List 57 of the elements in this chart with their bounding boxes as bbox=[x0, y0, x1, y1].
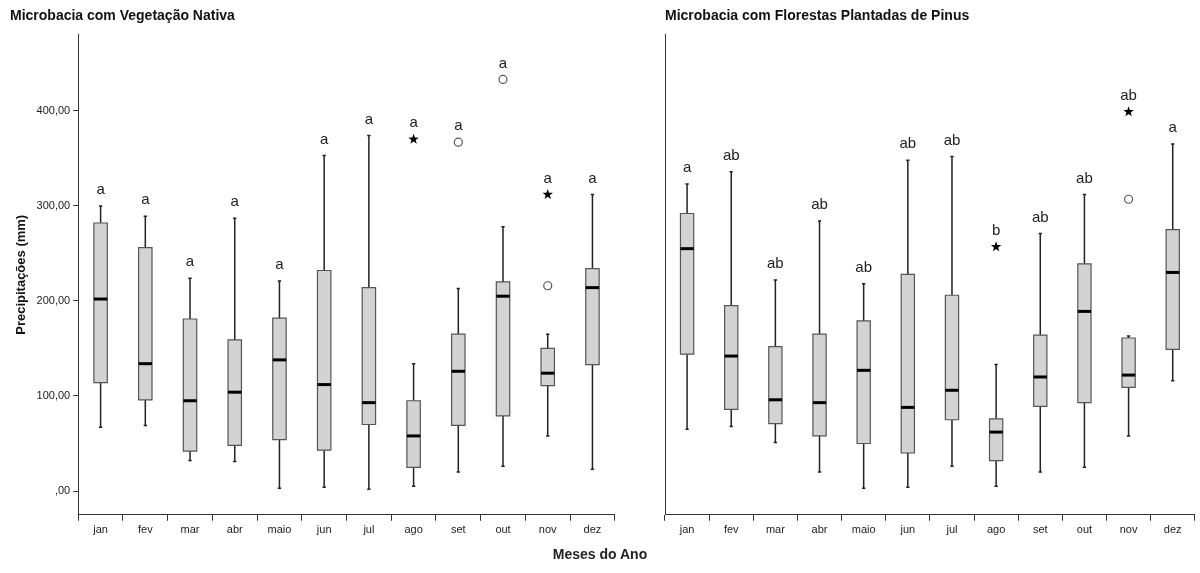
x-tick-label: jun bbox=[899, 523, 916, 536]
x-tick-label: jun bbox=[315, 523, 332, 536]
x-tick-label: abr bbox=[811, 523, 828, 536]
x-tick-label: abr bbox=[226, 523, 244, 536]
annotation: a bbox=[96, 180, 106, 198]
annotation: a bbox=[319, 129, 329, 147]
x-tick-label: jul bbox=[362, 523, 375, 536]
annotation: a bbox=[588, 168, 598, 186]
chart-title: Microbacia com Florestas Plantadas de Pinus bbox=[665, 7, 970, 24]
y-tick-label: 300,00 bbox=[36, 198, 71, 211]
y-tick-label: 100,00 bbox=[36, 389, 71, 402]
x-tick-label: mar bbox=[765, 523, 786, 536]
annotation: a bbox=[409, 113, 419, 131]
annotation: ab bbox=[811, 195, 828, 213]
x-tick-label: nov bbox=[1119, 523, 1138, 536]
annotation: b bbox=[991, 220, 1001, 238]
x-tick-label: out bbox=[1076, 523, 1093, 536]
annotation: a bbox=[141, 190, 151, 208]
annotation: a bbox=[185, 252, 195, 270]
x-tick-label: set bbox=[450, 523, 466, 536]
annotation: a bbox=[364, 109, 374, 127]
annotation: ab bbox=[899, 134, 917, 152]
annotation: a bbox=[498, 53, 508, 71]
x-tick-label: mar bbox=[180, 523, 200, 536]
annotation: a bbox=[454, 116, 464, 134]
annotation: a bbox=[275, 255, 285, 273]
x-tick-label: out bbox=[495, 523, 511, 536]
x-axis-title: Meses do Ano bbox=[551, 546, 649, 562]
annotation: ab bbox=[1120, 85, 1137, 103]
x-tick-label: ago bbox=[404, 523, 423, 536]
x-tick-label: jan bbox=[92, 523, 108, 536]
y-tick-label: 400,00 bbox=[36, 103, 71, 116]
annotation: a bbox=[1168, 118, 1178, 136]
x-tick-label: maio bbox=[267, 523, 292, 536]
y-tick-label: 200,00 bbox=[36, 293, 71, 306]
annotation: a bbox=[682, 158, 692, 176]
annotation: ab bbox=[1076, 168, 1093, 186]
annotation: a bbox=[543, 168, 553, 186]
x-tick-label: nov bbox=[538, 523, 558, 536]
x-tick-label: set bbox=[1032, 523, 1048, 536]
annotation: ab bbox=[722, 145, 740, 163]
annotation: ab bbox=[943, 130, 961, 148]
x-tick-label: dez bbox=[1163, 523, 1182, 536]
x-tick-label: fev bbox=[723, 523, 740, 536]
x-tick-label: ago bbox=[986, 523, 1006, 536]
x-tick-label: fev bbox=[137, 523, 154, 536]
x-tick-label: jan bbox=[678, 523, 695, 536]
y-axis-title: Precipitações (mm) bbox=[13, 214, 29, 335]
annotation: a bbox=[230, 192, 240, 210]
annotation: ab bbox=[1031, 207, 1049, 225]
annotation: ab bbox=[855, 257, 873, 275]
y-tick-label: ,00 bbox=[54, 484, 71, 497]
chart-title: Microbacia com Vegetação Nativa bbox=[10, 7, 236, 24]
x-tick-label: jul bbox=[945, 523, 958, 536]
x-tick-label: dez bbox=[583, 523, 602, 536]
annotation: ab bbox=[767, 254, 784, 272]
x-tick-label: maio bbox=[851, 523, 876, 536]
